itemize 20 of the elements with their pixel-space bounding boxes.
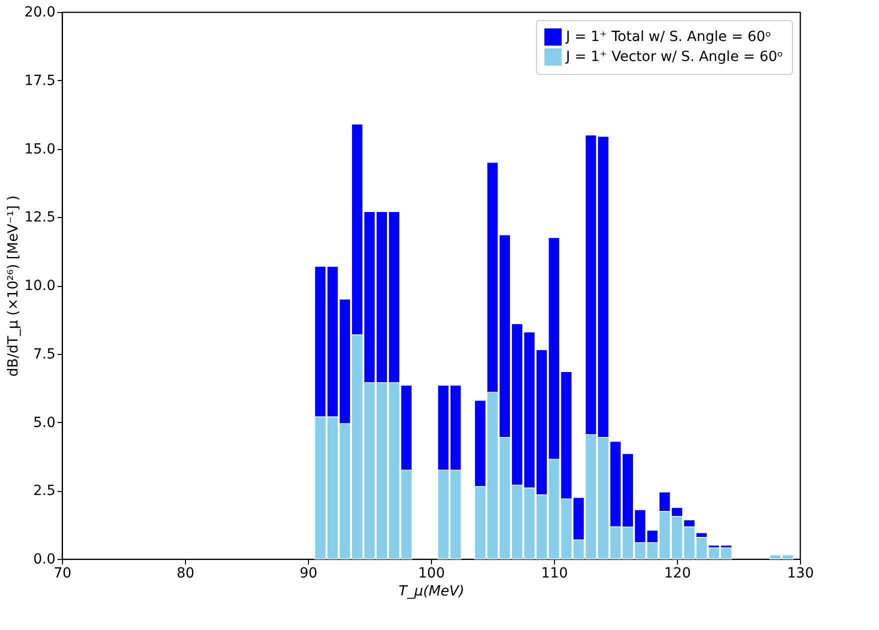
legend-label: J = 1⁺ Total w/ S. Angle = 60ᵒ: [565, 29, 772, 45]
y-tick-label: 10.0: [24, 278, 56, 294]
x-tick-label: 100: [418, 566, 445, 582]
x-tick-label: 80: [176, 566, 194, 582]
y-tick-label: 20.0: [24, 4, 56, 20]
x-axis-title: T_μ(MeV): [398, 584, 464, 600]
y-tick-label: 15.0: [24, 141, 56, 158]
x-tick-label: 110: [541, 566, 568, 582]
x-tick-label: 120: [664, 566, 691, 582]
y-tick-label: 12.5: [24, 210, 56, 226]
x-tick-label: 70: [54, 566, 72, 582]
y-tick-label: 2.5: [33, 483, 56, 500]
legend-label: J = 1⁺ Vector w/ S. Angle = 60ᵒ: [565, 49, 784, 65]
x-tick-label: 90: [300, 566, 318, 582]
y-axis-title: dB/dT_μ (×10²⁶) [MeV⁻¹] ): [5, 195, 22, 377]
x-tick-label: 130: [787, 566, 814, 582]
y-tick-label: 0.0: [33, 552, 56, 568]
y-tick-label: 5.0: [33, 414, 56, 431]
y-tick-label: 7.5: [33, 346, 56, 362]
y-tick-label: 17.5: [24, 72, 56, 89]
